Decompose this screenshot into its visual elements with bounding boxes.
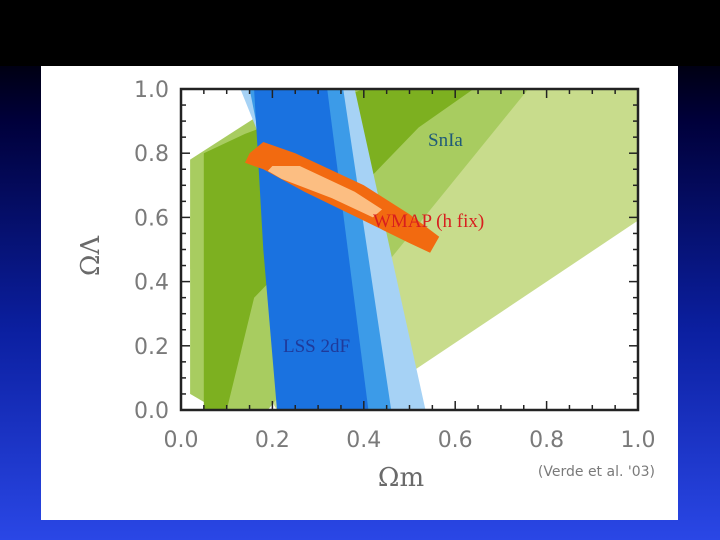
- tick-labels: 0.0 0.2 0.4 0.6 0.8 1.0 0.0 0.2 0.4 0.6 0.8 1.0: [134, 78, 656, 453]
- x-tick-label: 0.2: [255, 428, 290, 453]
- annotation-wmap: WMAP (h fix): [373, 211, 484, 232]
- x-tick-label: 0.8: [529, 428, 564, 453]
- x-tick-label: 0.0: [164, 428, 199, 453]
- y-tick-label: 0.8: [134, 142, 169, 167]
- x-tick-label: 0.6: [438, 428, 473, 453]
- figure-panel: 0.0 0.2 0.4 0.6 0.8 1.0 0.0 0.2 0.4 0.6 0.8 1.0 Ωm …: [41, 66, 678, 520]
- y-tick-label: 0.4: [134, 271, 169, 296]
- x-tick-label: 1.0: [621, 428, 656, 453]
- y-tick-label: 0.2: [134, 335, 169, 360]
- y-axis-label: ΩΛ: [76, 235, 106, 277]
- x-axis-label: Ωm: [378, 463, 424, 493]
- credit-note: (Verde et al. '03): [538, 464, 655, 480]
- x-tick-label: 0.4: [346, 428, 381, 453]
- y-tick-label: 1.0: [134, 78, 169, 103]
- region-wmap-h-fix--inner: [267, 166, 383, 218]
- axis-ticks: [180, 88, 639, 411]
- contour-regions: [190, 89, 638, 410]
- annotation-lss: LSS 2dF: [283, 336, 350, 357]
- slide-header-bar: [0, 0, 720, 66]
- annotation-snia: SnIa: [428, 130, 463, 151]
- y-tick-label: 0.6: [134, 206, 169, 231]
- contour-chart: 0.0 0.2 0.4 0.6 0.8 1.00.00.20.40.60.81.0 Ωm …: [76, 78, 656, 493]
- y-tick-label: 0.0: [134, 399, 169, 424]
